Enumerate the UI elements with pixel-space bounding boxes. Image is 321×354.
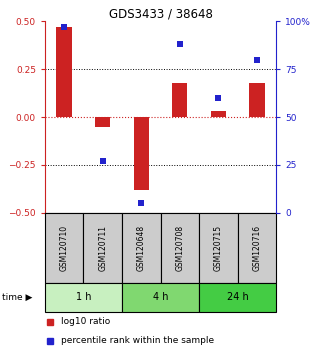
Bar (199, 282, 276, 312)
Point (177, 41, 182, 47)
Text: 4 h: 4 h (153, 292, 168, 302)
Text: 24 h: 24 h (227, 292, 248, 302)
Text: time ▶: time ▶ (2, 293, 32, 302)
Bar (122, 213, 160, 282)
Bar (238, 213, 276, 282)
Bar (45, 213, 83, 282)
Text: GSM120648: GSM120648 (137, 225, 146, 271)
Title: GDS3433 / 38648: GDS3433 / 38648 (108, 7, 213, 20)
Text: GSM120708: GSM120708 (175, 225, 184, 271)
Bar (134, 117, 149, 190)
Text: GSM120716: GSM120716 (252, 225, 261, 271)
Text: percentile rank within the sample: percentile rank within the sample (61, 336, 214, 346)
Bar (249, 82, 265, 117)
Bar (172, 82, 187, 117)
Bar (160, 213, 199, 282)
Text: GSM120715: GSM120715 (214, 225, 223, 271)
Bar (95, 117, 110, 127)
Text: GSM120711: GSM120711 (98, 225, 107, 271)
Bar (122, 282, 199, 312)
Point (254, 57, 259, 62)
Point (100, 158, 105, 164)
Point (62, 24, 67, 30)
Bar (211, 111, 226, 117)
Bar (199, 213, 238, 282)
Text: 1 h: 1 h (76, 292, 91, 302)
Bar (45, 282, 122, 312)
Bar (56, 27, 72, 117)
Point (139, 200, 144, 206)
Text: GSM120710: GSM120710 (60, 225, 69, 271)
Point (216, 95, 221, 101)
Bar (83, 213, 122, 282)
Text: log10 ratio: log10 ratio (61, 317, 110, 326)
